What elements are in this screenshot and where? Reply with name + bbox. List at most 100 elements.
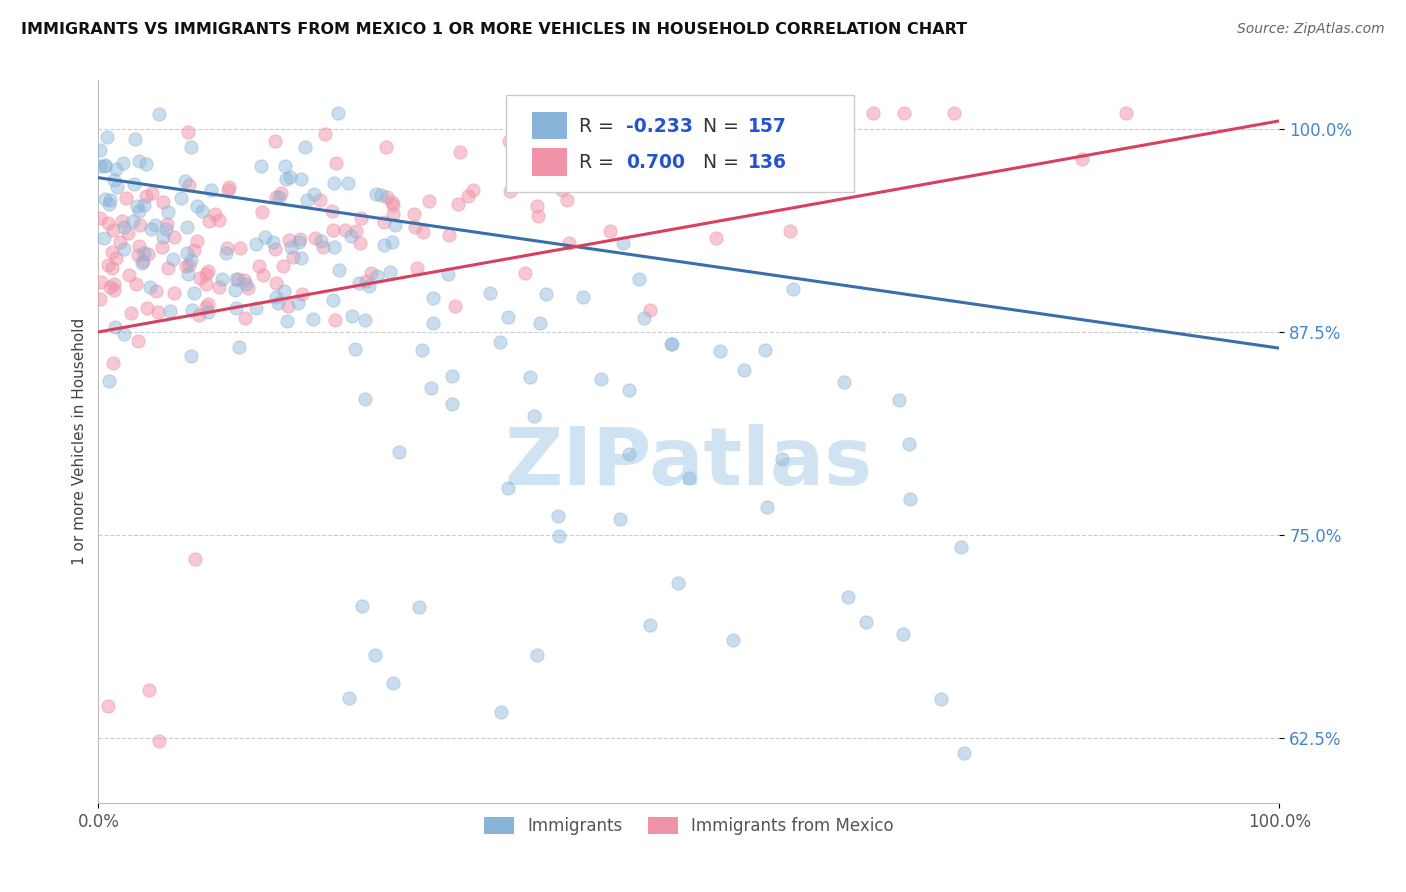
Point (108, 235, 131, 249)
Point (354, 313, 377, 327)
Point (555, 156, 578, 170)
Point (124, 277, 146, 291)
Point (278, 170, 301, 185)
Point (633, 310, 655, 325)
Point (555, 113, 578, 128)
Point (138, 683, 160, 698)
Point (238, 281, 260, 295)
Point (322, 293, 344, 307)
Point (312, 240, 335, 254)
Point (93, 231, 115, 245)
Point (112, 243, 135, 257)
Point (96, 699, 118, 714)
Point (534, 287, 557, 301)
Point (273, 285, 295, 299)
Point (98, 374, 121, 388)
Point (121, 213, 143, 227)
Point (103, 172, 125, 186)
Point (97, 216, 120, 230)
Point (124, 132, 146, 146)
Point (180, 140, 202, 154)
Point (177, 259, 200, 273)
Point (195, 277, 218, 291)
Text: R =: R = (579, 153, 620, 172)
Point (745, 109, 768, 123)
Point (898, 492, 921, 507)
Point (276, 314, 298, 328)
FancyBboxPatch shape (531, 148, 567, 176)
Point (309, 235, 332, 249)
Point (526, 648, 548, 662)
Point (441, 368, 464, 383)
Point (89, 159, 111, 173)
Point (163, 230, 186, 244)
Point (112, 155, 135, 169)
Point (378, 265, 401, 279)
Point (128, 204, 150, 219)
Point (499, 184, 522, 198)
Point (145, 284, 167, 298)
Point (931, 691, 953, 706)
Point (249, 160, 271, 174)
Point (832, 375, 855, 389)
Point (177, 267, 200, 281)
Y-axis label: 1 or more Vehicles in Household: 1 or more Vehicles in Household (72, 318, 87, 566)
Point (135, 157, 157, 171)
Point (266, 290, 288, 304)
Point (270, 186, 292, 200)
Point (328, 263, 350, 277)
Point (887, 393, 910, 408)
Point (344, 224, 367, 238)
Point (112, 219, 135, 234)
Text: N =: N = (703, 153, 745, 172)
Point (101, 245, 124, 260)
Point (384, 218, 406, 232)
Point (264, 276, 287, 290)
Point (942, 105, 965, 120)
Point (709, 343, 731, 358)
Point (180, 350, 202, 364)
Point (354, 274, 377, 288)
Point (496, 481, 519, 495)
Point (139, 279, 162, 293)
Point (678, 471, 700, 485)
Point (422, 292, 444, 306)
Point (118, 268, 141, 282)
Point (290, 232, 312, 246)
Point (359, 278, 381, 293)
Point (194, 267, 217, 281)
Point (225, 301, 247, 315)
Point (591, 171, 613, 186)
Point (950, 541, 973, 555)
Point (782, 282, 804, 296)
Point (599, 224, 621, 238)
Point (294, 140, 316, 154)
Point (280, 239, 302, 253)
Point (727, 159, 749, 173)
Point (104, 161, 127, 176)
Point (437, 267, 460, 281)
Point (174, 259, 197, 273)
Point (302, 311, 325, 326)
Point (733, 362, 755, 376)
Legend: Immigrants, Immigrants from Mexico: Immigrants, Immigrants from Mexico (478, 810, 900, 841)
Point (128, 218, 150, 232)
Point (443, 299, 465, 313)
Point (94, 158, 117, 172)
Point (412, 225, 434, 239)
Point (188, 271, 211, 285)
Point (381, 198, 404, 212)
Point (754, 343, 776, 358)
Point (128, 153, 150, 168)
Point (226, 272, 249, 286)
Point (370, 188, 392, 202)
Point (101, 223, 124, 237)
Point (891, 627, 914, 641)
Point (163, 286, 186, 301)
Point (513, 266, 536, 280)
Text: -0.233: -0.233 (626, 117, 693, 136)
Point (666, 576, 689, 591)
Point (350, 211, 373, 226)
Point (336, 176, 359, 190)
Point (233, 310, 256, 325)
